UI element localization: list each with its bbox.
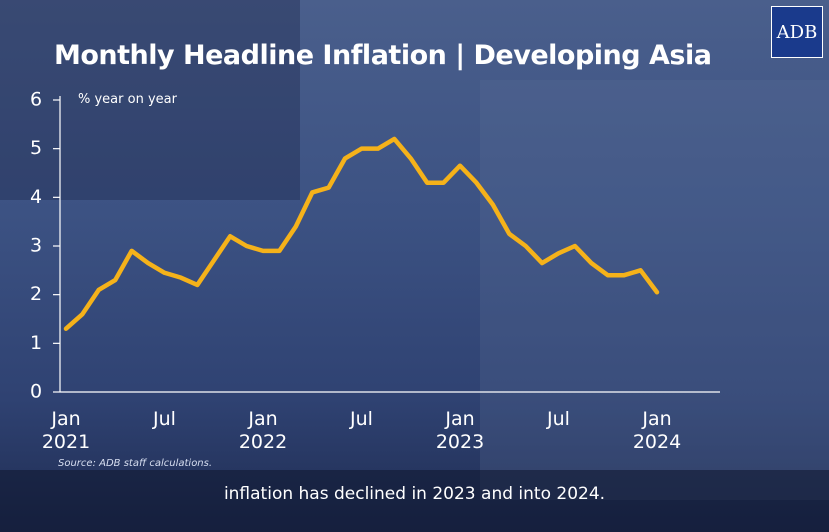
y-tick-label: 2 <box>30 283 42 305</box>
y-tick-label: 3 <box>30 235 42 257</box>
chart-title: Monthly Headline Inflation | Developing … <box>54 40 712 71</box>
x-tick-label: Jul <box>153 408 176 430</box>
x-tick-label: Jan 2021 <box>41 408 91 453</box>
y-tick-label: 6 <box>30 89 42 111</box>
series-line <box>63 136 660 331</box>
caption: inflation has declined in 2023 and into … <box>223 484 606 504</box>
y-tick-label: 4 <box>30 186 42 208</box>
source-note: Source: ADB staff calculations. <box>58 458 213 469</box>
x-tick-label: Jan 2024 <box>632 408 682 453</box>
y-tick-label: 5 <box>30 137 42 159</box>
logo: ADB <box>771 6 823 58</box>
y-axis-label: % year on year <box>78 92 177 107</box>
x-tick-label: Jan 2022 <box>238 408 288 453</box>
y-tick-label: 0 <box>30 381 42 403</box>
x-tick-label: Jan 2023 <box>435 408 485 453</box>
x-tick-label: Jul <box>350 408 373 430</box>
x-tick-label: Jul <box>547 408 570 430</box>
y-tick-label: 1 <box>30 332 42 354</box>
